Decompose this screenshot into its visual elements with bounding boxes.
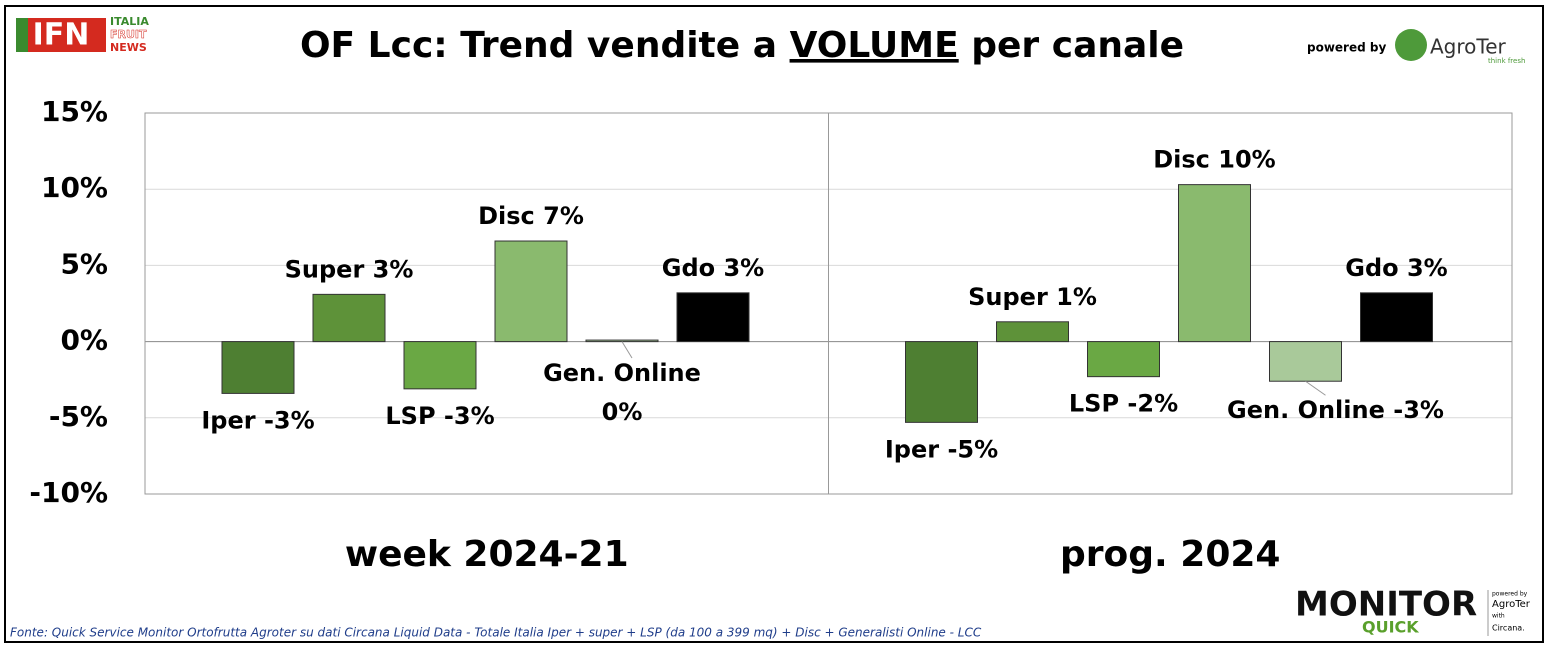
bar bbox=[494, 240, 568, 343]
data-label-name: Gdo bbox=[1345, 254, 1398, 282]
ifn-logo: IFN bbox=[33, 18, 90, 53]
data-label-value: -3% bbox=[1393, 396, 1444, 424]
data-label: Gdo 3% bbox=[662, 254, 764, 282]
y-tick-label: 0% bbox=[60, 324, 108, 357]
title-part: VOLUME bbox=[790, 25, 959, 66]
bar bbox=[905, 341, 978, 423]
group-label: week 2024-21 bbox=[345, 534, 629, 575]
ifn-line: NEWS bbox=[110, 41, 147, 54]
bar bbox=[676, 292, 750, 343]
group-label: prog. 2024 bbox=[1060, 534, 1280, 575]
bar bbox=[1269, 341, 1342, 382]
data-label: LSP -3% bbox=[385, 402, 494, 430]
data-label-value: -5% bbox=[947, 435, 998, 463]
bar bbox=[221, 341, 295, 394]
data-label-value: 1% bbox=[1056, 283, 1097, 311]
powered-by: powered by bbox=[1307, 41, 1386, 55]
leader-line bbox=[621, 341, 633, 359]
bar bbox=[996, 321, 1069, 343]
data-label-value: 3% bbox=[1407, 254, 1448, 282]
y-tick-label: 15% bbox=[41, 95, 108, 128]
data-label: Super 3% bbox=[285, 255, 414, 283]
ifn-line: FRUIT bbox=[110, 28, 147, 41]
monitor-side: with bbox=[1492, 613, 1505, 620]
y-tick-label: 5% bbox=[60, 247, 108, 280]
ifn-line: ITALIA bbox=[110, 15, 149, 28]
data-label-name: Disc bbox=[1153, 146, 1210, 174]
data-label-value: 10% bbox=[1218, 146, 1275, 174]
data-label-value: 3% bbox=[723, 254, 764, 282]
monitor-side: powered by bbox=[1492, 591, 1528, 598]
leader-line bbox=[1305, 380, 1326, 396]
data-label: Super 1% bbox=[968, 283, 1097, 311]
frame bbox=[4, 5, 1544, 643]
bar bbox=[1178, 184, 1251, 343]
data-label: Disc 7% bbox=[478, 202, 584, 230]
data-label-value: 3% bbox=[373, 255, 414, 283]
data-label-name: Super bbox=[285, 255, 365, 283]
monitor-logo-sub: QUICK bbox=[1362, 618, 1419, 637]
monitor-side: Circana. bbox=[1492, 624, 1525, 633]
ifn-logo-green bbox=[16, 18, 28, 52]
bar bbox=[312, 293, 386, 343]
data-label-value: -3% bbox=[444, 402, 495, 430]
ifn-logo-box bbox=[16, 18, 106, 52]
data-label: LSP -2% bbox=[1069, 390, 1178, 418]
data-label-value: -3% bbox=[264, 406, 315, 434]
data-label-name: LSP bbox=[1069, 390, 1119, 418]
data-label-value: 7% bbox=[543, 202, 584, 230]
data-label-name: Disc bbox=[478, 202, 535, 230]
bar bbox=[1087, 341, 1160, 378]
agroter-tag: think fresh bbox=[1488, 57, 1525, 65]
data-label-name: Gen. Online bbox=[1227, 396, 1385, 424]
source-note: Fonte: Quick Service Monitor Ortofrutta … bbox=[10, 626, 982, 640]
monitor-side: AgroTer bbox=[1492, 599, 1531, 610]
agroter-icon bbox=[1395, 29, 1427, 61]
data-label-name: Iper bbox=[201, 406, 255, 434]
data-label: Gdo 3% bbox=[1345, 254, 1447, 282]
title-part: per canale bbox=[971, 25, 1184, 66]
data-label: Iper -3% bbox=[201, 406, 314, 434]
agroter-logo: AgroTer bbox=[1430, 35, 1507, 59]
monitor-logo: MONITOR bbox=[1295, 585, 1477, 625]
title-part: OF Lcc: Trend vendite a bbox=[300, 25, 777, 66]
y-tick-label: -10% bbox=[29, 476, 108, 509]
bar bbox=[1360, 292, 1433, 343]
bar bbox=[585, 339, 659, 343]
data-label-value: 0% bbox=[602, 398, 643, 426]
data-label-name: LSP bbox=[385, 402, 435, 430]
data-label-name: Gen. Online bbox=[543, 359, 701, 387]
data-label-value: -2% bbox=[1127, 390, 1178, 418]
data-label: Gen. Online 0% bbox=[543, 359, 701, 426]
data-label-name: Super bbox=[968, 283, 1048, 311]
data-label-name: Gdo bbox=[662, 254, 715, 282]
data-label: Gen. Online -3% bbox=[1227, 396, 1444, 424]
data-label: Disc 10% bbox=[1153, 146, 1275, 174]
y-tick-label: 10% bbox=[41, 171, 108, 204]
data-label-name: Iper bbox=[885, 435, 939, 463]
y-tick-label: -5% bbox=[49, 400, 108, 433]
data-label: Iper -5% bbox=[885, 435, 998, 463]
chart-title: OF Lcc: Trend vendite a VOLUME per canal… bbox=[300, 25, 1184, 66]
bar bbox=[403, 341, 477, 390]
